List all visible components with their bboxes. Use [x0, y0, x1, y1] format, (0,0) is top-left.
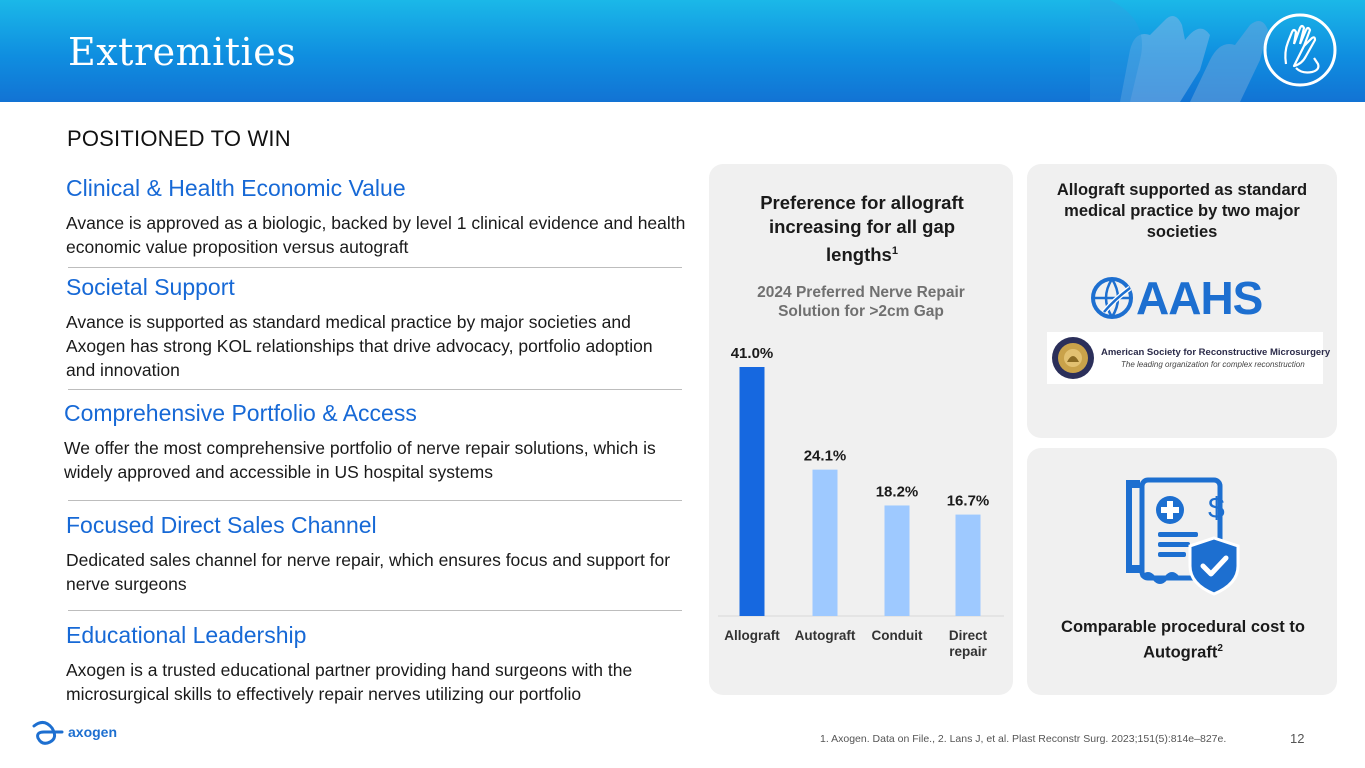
- section-heading: Educational Leadership: [66, 622, 307, 648]
- bar-autograft: [812, 469, 838, 616]
- bar-conduit: [884, 505, 910, 616]
- axogen-logo: axogen: [30, 718, 130, 748]
- cost-panel-title: Comparable procedural cost to Autograft2: [1040, 617, 1326, 664]
- section-subtitle: POSITIONED TO WIN: [67, 126, 291, 151]
- footnote-marker: 1: [891, 245, 898, 257]
- chart-title: 2024 Preferred Nerve Repair Solution for…: [757, 284, 965, 320]
- bar-chart: 41.0% Allograft 24.1% Autograft 18.2% Conduit…: [718, 345, 1004, 659]
- header-banner: Extremities: [0, 0, 1365, 102]
- divider: [68, 610, 682, 611]
- societies-panel-title: Allograft supported as standard medical …: [1056, 181, 1308, 241]
- axogen-mark-icon: [32, 721, 64, 745]
- section-body: Avance is approved as a biologic, backed…: [66, 213, 686, 257]
- asrm-name: American Society for Reconstructive Micr…: [1101, 347, 1331, 358]
- page-number: 12: [1290, 731, 1305, 746]
- aahs-logo-text: AAHS: [1136, 272, 1263, 324]
- data-label: 24.1%: [804, 448, 847, 465]
- footnote: 1. Axogen. Data on File., 2. Lans J, et …: [820, 733, 1227, 745]
- asrm-seal-icon: [1052, 337, 1094, 379]
- section-direct-sales: Focused Direct Sales Channel Dedicated s…: [66, 512, 686, 596]
- chart-panel-title-text: Preference for allograft increasing for …: [760, 192, 964, 266]
- cost-panel: [1027, 448, 1337, 695]
- asrm-tagline: The leading organization for complex rec…: [1121, 360, 1305, 369]
- category-label: Autograft: [795, 628, 856, 643]
- section-heading: Clinical & Health Economic Value: [66, 175, 406, 201]
- data-label: 41.0%: [731, 345, 774, 362]
- axogen-logo-text: axogen: [68, 724, 118, 740]
- cost-panel-title-text: Comparable procedural cost to Autograft: [1061, 618, 1305, 662]
- bar-direct-repair: [955, 514, 981, 616]
- section-societal-support: Societal Support Avance is supported as …: [66, 274, 686, 382]
- section-body: Dedicated sales channel for nerve repair…: [66, 550, 671, 594]
- data-label: 18.2%: [876, 483, 919, 500]
- globe-hand-icon: [1091, 277, 1133, 319]
- hands-photo-decoration: [1090, 0, 1268, 102]
- bar-allograft: [739, 367, 765, 616]
- divider: [68, 389, 682, 390]
- section-body: Avance is supported as standard medical …: [66, 312, 653, 380]
- divider: [68, 500, 682, 501]
- medical-bill-shield-icon: $: [1126, 477, 1240, 596]
- section-heading: Focused Direct Sales Channel: [66, 512, 377, 538]
- section-heading: Societal Support: [66, 274, 235, 300]
- section-heading: Comprehensive Portfolio & Access: [64, 400, 417, 426]
- section-portfolio-access: Comprehensive Portfolio & Access We offe…: [64, 400, 684, 484]
- section-body: We offer the most comprehensive portfoli…: [64, 438, 656, 482]
- chart-panel-title: Preference for allograft increasing for …: [732, 191, 992, 267]
- data-label: 16.7%: [947, 493, 990, 510]
- hand-foot-icon: [1263, 13, 1337, 87]
- divider: [68, 267, 682, 268]
- section-body: Axogen is a trusted educational partner …: [66, 660, 633, 704]
- societies-panel: [1027, 164, 1337, 438]
- page-title: Extremities: [68, 30, 297, 74]
- category-label: Allograft: [724, 628, 780, 643]
- category-label: Conduit: [872, 628, 923, 643]
- section-educational-leadership: Educational Leadership Axogen is a trust…: [66, 622, 686, 706]
- category-label: Direct repair: [949, 628, 988, 659]
- svg-text:$: $: [1208, 492, 1225, 525]
- aahs-logo: AAHS: [1090, 272, 1276, 324]
- footnote-marker: 2: [1217, 643, 1223, 654]
- asrm-logo: American Society for Reconstructive Micr…: [1047, 332, 1330, 384]
- section-clinical-value: Clinical & Health Economic Value Avance …: [66, 175, 686, 259]
